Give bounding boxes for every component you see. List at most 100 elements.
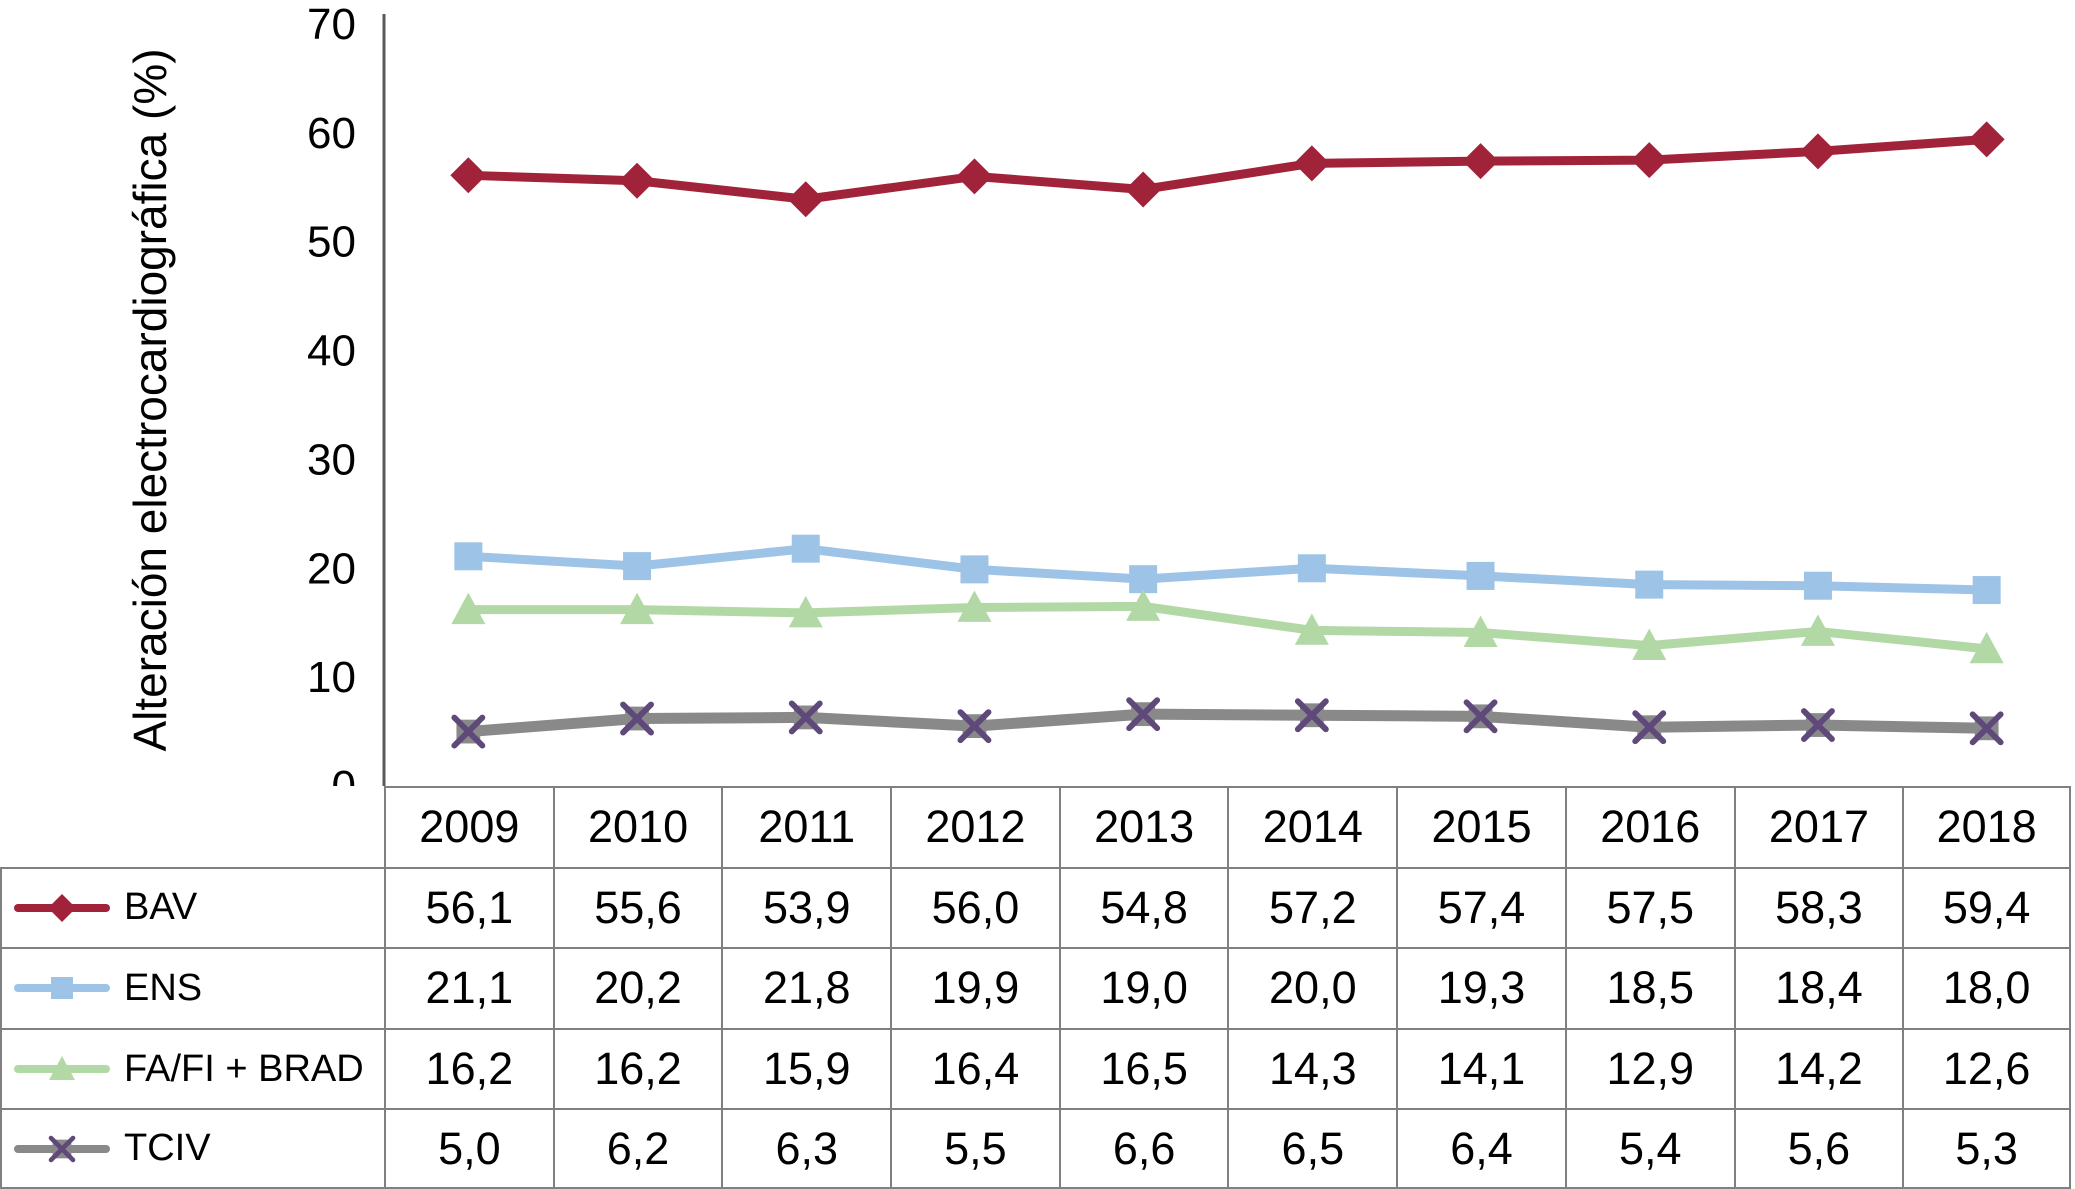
value-cell: 57,4 [1396,866,1565,948]
value-cell: 14,2 [1733,1027,1903,1109]
value-cell: 57,2 [1227,866,1397,948]
value-cell: 14,1 [1396,1027,1565,1109]
triangle-marker [1632,628,1667,661]
value-cell: 19,0 [1058,947,1228,1028]
value-cell: 56,1 [384,866,553,948]
legend-item-ens: ENS [0,947,384,1028]
x-marker [788,700,823,735]
value-cell: 19,3 [1396,947,1565,1028]
x-marker [451,714,486,749]
value-cell: 5,0 [384,1108,553,1189]
legend-item-bav: BAV [0,866,384,948]
value-cell: 21,8 [721,947,891,1028]
value-cell: 21,1 [384,947,553,1028]
y-tick-label: 60 [307,109,356,158]
year-cell: 2017 [1733,786,1903,867]
value-cell: 18,0 [1902,947,2071,1028]
diamond-marker [956,158,993,195]
diamond-marker [1799,133,1836,170]
triangle-marker [1800,614,1835,646]
value-cell: 12,9 [1564,1027,1734,1109]
y-tick-label: 30 [307,435,356,484]
square-marker [623,552,652,581]
value-cell: 5,6 [1733,1108,1903,1189]
triangle-marker [1969,631,2004,664]
y-axis-title: Alteración electrocardiográfica (%) [124,48,176,752]
triangle-marker [451,592,486,625]
year-cell: 2016 [1564,786,1734,867]
diamond-marker [48,893,76,922]
value-cell: 5,5 [890,1108,1059,1189]
legend-diamond-icon [14,893,110,922]
value-cell: 57,5 [1564,866,1734,948]
value-cell: 56,0 [890,866,1059,948]
square-marker [1129,565,1158,594]
diamond-marker [619,162,656,199]
value-cell: 59,4 [1902,866,2071,948]
value-cell: 5,3 [1902,1108,2071,1189]
triangle-marker [957,590,992,622]
triangle-marker [1463,615,1498,647]
triangle-marker [788,595,823,628]
square-marker [791,534,820,563]
legend-square-icon [14,977,110,1000]
value-cell: 14,3 [1227,1027,1397,1109]
x-marker [620,701,654,736]
value-cell: 16,5 [1058,1027,1228,1109]
diamond-marker [1125,171,1162,208]
square-marker [1297,554,1326,583]
legend-label: BAV [124,886,198,929]
year-cell: 2010 [552,786,722,867]
diamond-marker [450,157,487,194]
x-marker [1632,710,1667,745]
square-marker [51,977,73,1000]
triangle-marker [620,592,655,625]
value-cell: 6,6 [1058,1108,1228,1189]
year-cell: 2011 [721,786,891,867]
y-tick-label: 0 [332,762,356,788]
value-cell: 19,9 [890,947,1059,1028]
y-tick-label: 20 [307,544,356,593]
triangle-marker [1126,589,1161,621]
value-cell: 6,4 [1396,1108,1565,1189]
legend-triangle-icon [14,1056,110,1081]
value-cell: 55,6 [552,866,722,948]
value-cell: 16,2 [552,1027,722,1109]
value-cell: 58,3 [1733,866,1903,948]
value-cell: 54,8 [1058,866,1228,948]
square-marker [1803,571,1832,600]
square-marker [960,555,989,584]
year-cell: 2018 [1902,786,2071,867]
value-cell: 5,4 [1564,1108,1734,1189]
x-marker [1126,697,1161,732]
legend-label: FA/FI + BRAD [124,1047,364,1090]
x-marker [957,709,992,744]
y-tick-label: 10 [307,653,356,702]
diamond-marker [787,181,824,218]
legend-item-fa-fi-brad: FA/FI + BRAD [0,1027,384,1109]
year-cell: 2009 [384,786,553,867]
diamond-marker [1462,143,1499,180]
x-marker [1294,698,1329,733]
square-marker [1635,570,1664,599]
year-cell: 2012 [890,786,1059,867]
y-tick-label: 40 [307,327,356,376]
year-cell: 2013 [1058,786,1228,867]
triangle-marker [1294,613,1329,645]
value-cell: 20,2 [552,947,722,1028]
legend-label: ENS [124,966,203,1009]
legend-label: TCIV [124,1127,211,1170]
year-cell: 2015 [1396,786,1565,867]
x-marker [1801,708,1835,742]
value-cell: 16,2 [384,1027,553,1109]
value-cell: 16,4 [890,1027,1059,1109]
series-fa-fi-brad [451,589,2004,664]
diamond-marker [1968,121,2005,158]
legend-x-icon [14,1135,110,1162]
x-marker [1969,711,2004,746]
value-cell: 15,9 [721,1027,891,1109]
value-cell: 6,3 [721,1108,891,1189]
value-cell: 18,4 [1733,947,1903,1028]
table-corner [0,786,384,867]
